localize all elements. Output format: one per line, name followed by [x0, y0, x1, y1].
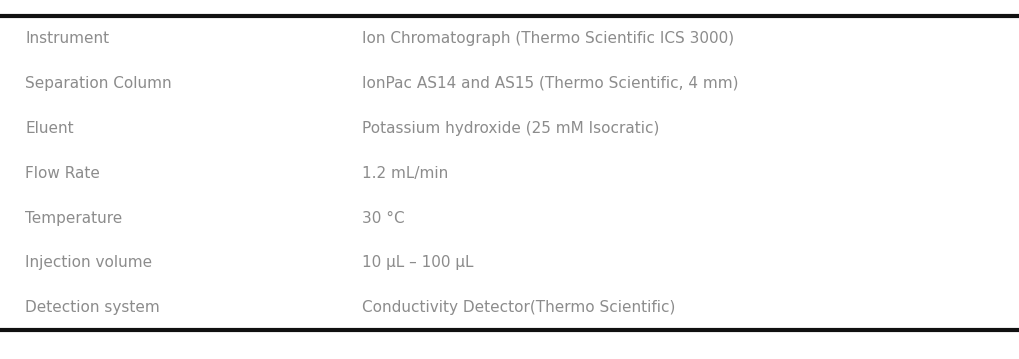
Text: 10 μL – 100 μL: 10 μL – 100 μL	[362, 256, 473, 270]
Text: Eluent: Eluent	[25, 121, 74, 136]
Text: Conductivity Detector(Thermo Scientific): Conductivity Detector(Thermo Scientific)	[362, 300, 676, 315]
Text: Injection volume: Injection volume	[25, 256, 153, 270]
Text: Flow Rate: Flow Rate	[25, 166, 100, 181]
Text: Potassium hydroxide (25 mM Isocratic): Potassium hydroxide (25 mM Isocratic)	[362, 121, 659, 136]
Text: 30 °C: 30 °C	[362, 211, 405, 225]
Text: 1.2 mL/min: 1.2 mL/min	[362, 166, 448, 181]
Text: IonPac AS14 and AS15 (Thermo Scientific, 4 mm): IonPac AS14 and AS15 (Thermo Scientific,…	[362, 76, 738, 91]
Text: Detection system: Detection system	[25, 300, 160, 315]
Text: Temperature: Temperature	[25, 211, 122, 225]
Text: Instrument: Instrument	[25, 31, 110, 46]
Text: Ion Chromatograph (Thermo Scientific ICS 3000): Ion Chromatograph (Thermo Scientific ICS…	[362, 31, 734, 46]
Text: Separation Column: Separation Column	[25, 76, 172, 91]
